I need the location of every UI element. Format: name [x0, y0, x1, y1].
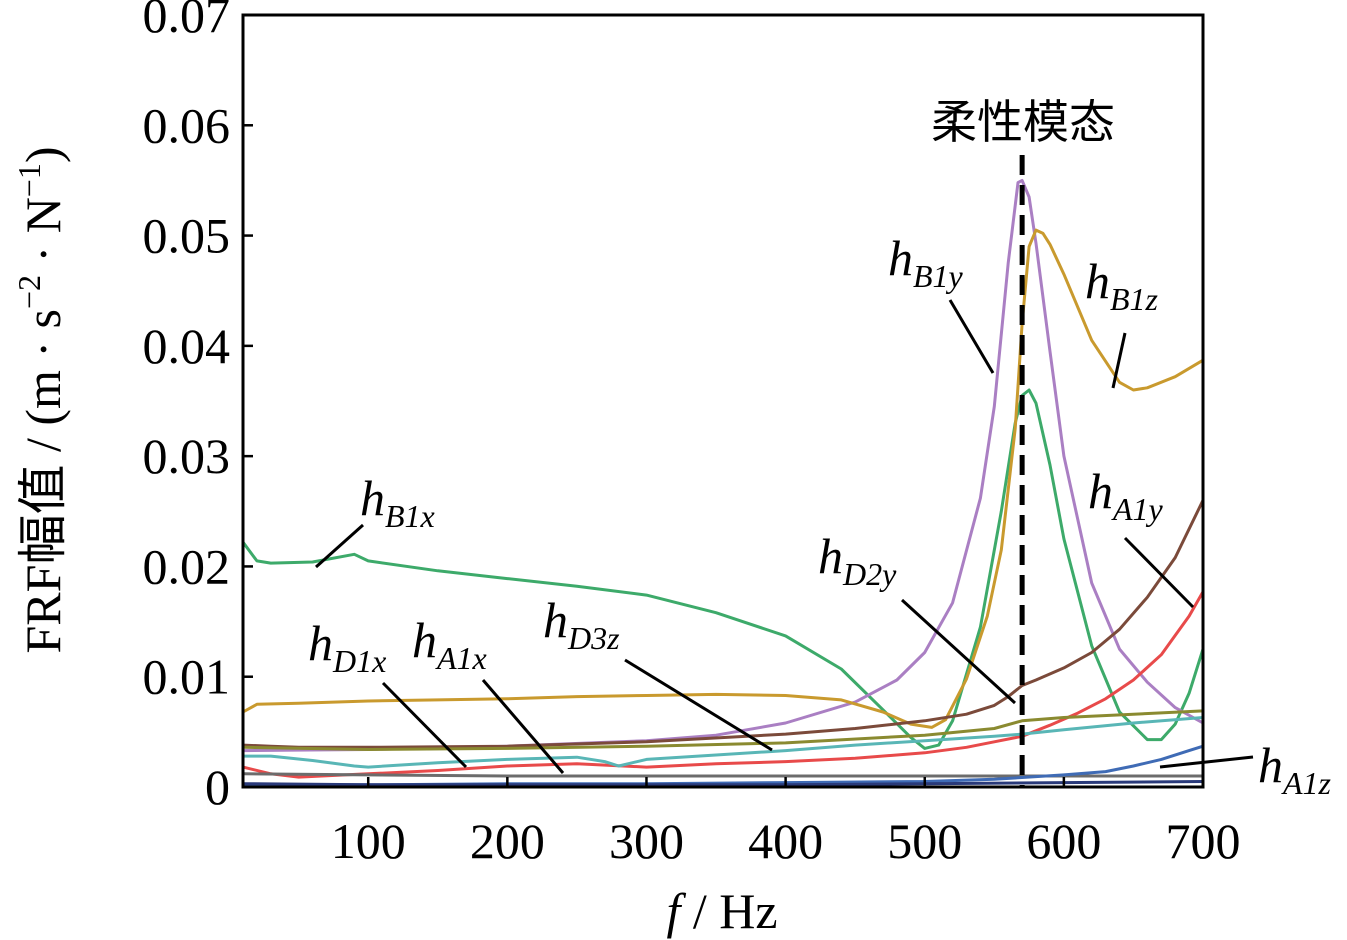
series-label-hA1y: hA1y: [1088, 463, 1164, 527]
series-label-hA1x: hA1x: [412, 612, 487, 676]
series-label-hB1x: hB1x: [360, 470, 435, 534]
x-tick-label: 300: [609, 813, 684, 869]
series-label-sub: D3z: [567, 620, 620, 656]
plot-frame: [241, 13, 1205, 789]
leader-line-hB1x: [315, 523, 364, 569]
y-axis-title-suffix: ): [15, 146, 71, 163]
series-label-sub: A1y: [1111, 491, 1164, 527]
leader-line-hD2y: [900, 598, 1017, 705]
series-label-sub: D1x: [332, 643, 386, 679]
y-tick-label: 0.07: [143, 0, 231, 43]
x-tick-label: 600: [1026, 813, 1101, 869]
x-axis-ticks: 100 200 300 400 500 600 700: [331, 777, 1241, 869]
y-tick-label: 0: [205, 759, 230, 815]
leader-line-hD1x: [381, 681, 468, 769]
series-label-sub: B1z: [1110, 281, 1159, 317]
y-axis-title-exp2: −1: [11, 163, 47, 197]
series-label-main: h: [412, 612, 437, 668]
series-label-hD2y: hD2y: [818, 528, 897, 592]
series-label-hD3z: hD3z: [543, 592, 620, 656]
leader-line-hB1z: [1111, 332, 1127, 389]
series-line-hB1y: [242, 178, 1204, 753]
series-label-main: h: [888, 230, 913, 286]
series-line-hB1z: [242, 228, 1204, 729]
series-label-main: h: [1088, 463, 1113, 519]
x-axis-title-unit: / Hz: [680, 883, 777, 939]
series-label-sub: D2y: [842, 556, 897, 592]
series-label-sub: B1y: [913, 258, 964, 294]
flexible-mode-annotation: 柔性模态: [931, 95, 1115, 149]
y-axis-title-mid: · N: [15, 197, 71, 275]
y-tick-label: 0.02: [143, 538, 231, 594]
leader-line-hA1x: [481, 679, 565, 774]
series-leader-lines: [315, 299, 1254, 774]
series-label-main: h: [1258, 737, 1283, 793]
series-label-sub: A1x: [435, 640, 487, 676]
y-tick-label: 0.01: [143, 649, 231, 705]
series-label-main: h: [543, 592, 568, 648]
leader-line-hA1y: [1123, 536, 1195, 609]
series-label-main: h: [1085, 253, 1110, 309]
series-label-sub: B1x: [385, 498, 435, 534]
y-axis-title: FRF幅值 / (m · s−2 · N−1): [11, 146, 71, 653]
series-lines: [241, 178, 1205, 787]
x-tick-label: 500: [887, 813, 962, 869]
leader-line-hB1y: [948, 299, 995, 374]
leader-line-hD3z: [624, 658, 773, 752]
leader-line-hA1z: [1159, 755, 1254, 769]
x-tick-label: 700: [1166, 813, 1241, 869]
y-tick-label: 0.05: [143, 208, 231, 264]
y-tick-label: 0.04: [143, 318, 231, 374]
series-line-hbase: [242, 780, 1204, 787]
series-label-main: h: [308, 615, 333, 671]
series-label-main: h: [360, 470, 385, 526]
y-tick-label: 0.03: [143, 428, 231, 484]
series-label-main: h: [818, 528, 843, 584]
series-label-hB1y: hB1y: [888, 230, 964, 294]
y-axis-title-exp1: −2: [11, 275, 47, 309]
y-tick-label: 0.06: [143, 97, 231, 153]
y-axis-ticks: 0 0.01 0.02 0.03 0.04 0.05 0.06 0.07: [143, 0, 253, 815]
series-label-hD1x: hD1x: [308, 615, 386, 679]
series-label-sub: A1z: [1281, 765, 1332, 801]
x-tick-label: 100: [331, 813, 406, 869]
y-axis-title-prefix: FRF幅值 / (m · s: [15, 309, 71, 654]
series-line-hA1x: [242, 709, 1204, 751]
series-label-hB1z: hB1z: [1085, 253, 1159, 317]
x-axis-title: f / Hz: [666, 883, 777, 939]
series-line-hA1y: [242, 499, 1205, 749]
x-tick-label: 400: [748, 813, 823, 869]
series-line-hD2y: [242, 591, 1205, 779]
x-tick-label: 200: [470, 813, 545, 869]
series-line-hB1x: [241, 388, 1205, 750]
series-line-hD3z: [243, 716, 1204, 769]
series-label-hA1z: hA1z: [1258, 737, 1332, 801]
